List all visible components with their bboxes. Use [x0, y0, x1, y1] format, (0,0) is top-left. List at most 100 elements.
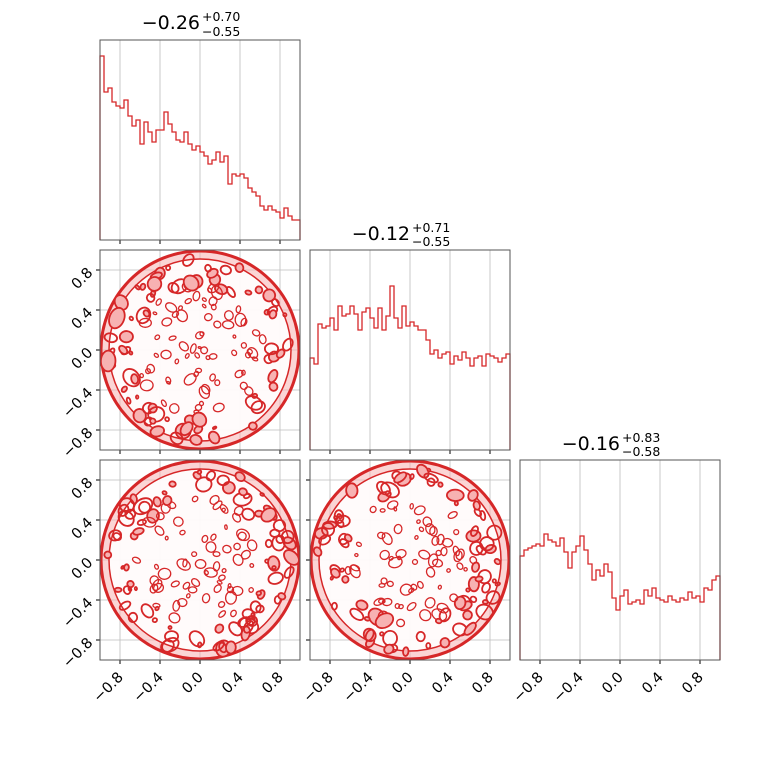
contour-island: [193, 370, 200, 378]
contour-island: [246, 539, 258, 552]
histogram-1-step-line: [99, 55, 301, 240]
contour-island: [157, 567, 172, 580]
x-tick-label: 0.4: [219, 670, 247, 698]
contour-island: [244, 386, 254, 396]
contour-island: [249, 600, 262, 614]
contour-island: [153, 352, 160, 358]
contour-island: [208, 296, 218, 307]
contour-island: [118, 344, 129, 355]
contour-island: [170, 580, 180, 588]
contour-island: [282, 337, 294, 352]
contour-island: [126, 580, 135, 589]
contour-island: [201, 383, 211, 395]
contour-island: [440, 546, 448, 557]
y-tick-label: 0.0: [69, 555, 97, 583]
contour-island: [234, 369, 244, 379]
contour-island: [345, 482, 359, 499]
contour-island: [182, 558, 188, 568]
x-tick-label: 0.0: [599, 670, 627, 698]
contour-island: [377, 598, 386, 605]
contour-island: [228, 621, 243, 637]
contour-island: [191, 495, 199, 503]
contour-island: [263, 342, 280, 356]
contour-island: [145, 292, 156, 303]
contour-island: [174, 358, 180, 365]
contour-panel-1-2: [96, 249, 301, 454]
y-tick-labels-row-3: 0.8 0.4 0.0 −0.4 −0.8: [60, 475, 96, 671]
contour-island: [423, 472, 439, 484]
contour-island: [379, 631, 385, 637]
contour-island: [167, 281, 180, 294]
title-param-3: −0.16 +0.83 −0.58: [562, 430, 661, 459]
contour-island: [271, 535, 286, 552]
contour-island: [334, 514, 351, 528]
x-tick-label: 0.8: [679, 670, 707, 698]
contour-island: [415, 630, 426, 643]
contour-island: [172, 599, 181, 612]
contour-island: [474, 575, 484, 583]
contour-island: [244, 289, 253, 296]
contour-island: [377, 531, 386, 540]
contour-island: [434, 617, 443, 625]
contour-island: [194, 352, 201, 359]
contour-island: [255, 590, 262, 597]
contour-island: [212, 500, 223, 511]
contour-island: [200, 346, 209, 355]
contour-island: [470, 525, 479, 537]
contour-island: [350, 564, 361, 572]
contour-island: [168, 403, 180, 414]
title-2-median: −0.12: [352, 223, 410, 245]
contour-island: [100, 349, 117, 373]
contour-island: [485, 590, 501, 605]
contour-island: [201, 297, 207, 302]
contour-island: [189, 434, 203, 446]
contour-island: [205, 470, 217, 482]
contour-island: [330, 601, 338, 611]
contour-island: [393, 523, 403, 535]
contour-island: [221, 320, 235, 330]
contour-island: [429, 525, 438, 537]
y-tick-label: 0.8: [69, 475, 97, 503]
contour-island: [236, 528, 251, 542]
title-1-minus: −0.55: [202, 24, 240, 39]
contour-island: [138, 500, 151, 514]
contour-island: [249, 562, 255, 568]
y-tick-labels-row-2: 0.8 0.4 0.0 −0.4 −0.8: [60, 265, 96, 461]
contour-island: [280, 529, 295, 545]
title-3-minus: −0.58: [622, 444, 660, 459]
contour-island: [130, 373, 140, 385]
contour-island: [139, 282, 147, 291]
contour-island: [386, 500, 399, 510]
contour-island: [182, 581, 191, 590]
contour-island: [282, 312, 288, 318]
contour-island: [212, 551, 221, 558]
contour-island: [224, 524, 228, 530]
contour-island: [177, 597, 188, 608]
contour-island: [409, 473, 415, 481]
contour-island: [258, 334, 267, 345]
contour-island: [132, 527, 145, 536]
contour-island: [208, 353, 218, 360]
contour-island: [201, 593, 211, 604]
contour-island: [162, 495, 173, 507]
contour-island: [225, 286, 236, 298]
contour-island: [134, 284, 141, 291]
contour-island: [230, 609, 237, 618]
contour-island: [481, 582, 491, 594]
contour-island: [250, 400, 266, 415]
contour-island: [171, 310, 180, 318]
contour-island: [179, 529, 186, 536]
contour-island: [240, 317, 248, 327]
contour-island: [477, 569, 492, 585]
contour-island: [244, 351, 252, 359]
contour-island: [251, 329, 261, 337]
contour-island: [142, 516, 157, 528]
contour-island: [402, 646, 410, 657]
contour-island: [133, 586, 138, 592]
contour-island: [218, 574, 226, 581]
contour-island: [203, 312, 213, 322]
contour-island: [333, 515, 339, 521]
contour-island: [271, 298, 280, 307]
contour-island: [469, 555, 478, 565]
